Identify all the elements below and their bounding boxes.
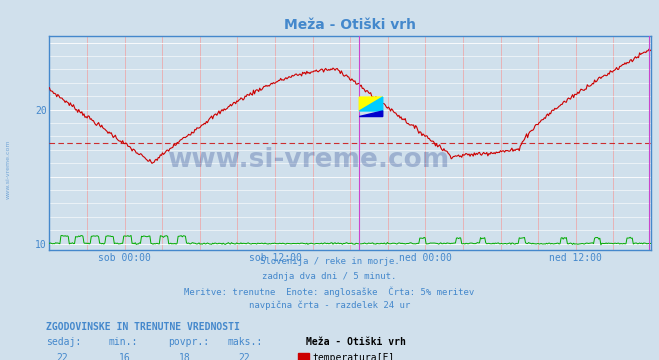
- Text: maks.:: maks.:: [227, 337, 262, 347]
- Text: www.si-vreme.com: www.si-vreme.com: [5, 139, 11, 199]
- Text: 22: 22: [57, 353, 69, 360]
- Text: 16: 16: [119, 353, 131, 360]
- Title: Meža - Otiški vrh: Meža - Otiški vrh: [284, 18, 416, 32]
- Polygon shape: [359, 97, 383, 111]
- Text: Meritve: trenutne  Enote: anglosaške  Črta: 5% meritev: Meritve: trenutne Enote: anglosaške Črta…: [185, 286, 474, 297]
- Text: min.:: min.:: [109, 337, 138, 347]
- Text: www.si-vreme.com: www.si-vreme.com: [167, 147, 449, 173]
- Text: navpična črta - razdelek 24 ur: navpična črta - razdelek 24 ur: [249, 301, 410, 310]
- Text: 18: 18: [179, 353, 190, 360]
- Text: 22: 22: [238, 353, 250, 360]
- Polygon shape: [359, 97, 383, 111]
- Text: zadnja dva dni / 5 minut.: zadnja dva dni / 5 minut.: [262, 272, 397, 281]
- Text: Slovenija / reke in morje.: Slovenija / reke in morje.: [260, 257, 399, 266]
- Text: sedaj:: sedaj:: [46, 337, 81, 347]
- Text: Meža - Otiški vrh: Meža - Otiški vrh: [306, 337, 407, 347]
- Text: temperatura[F]: temperatura[F]: [312, 353, 395, 360]
- Polygon shape: [359, 111, 383, 117]
- Text: ZGODOVINSKE IN TRENUTNE VREDNOSTI: ZGODOVINSKE IN TRENUTNE VREDNOSTI: [46, 322, 240, 332]
- Text: povpr.:: povpr.:: [168, 337, 209, 347]
